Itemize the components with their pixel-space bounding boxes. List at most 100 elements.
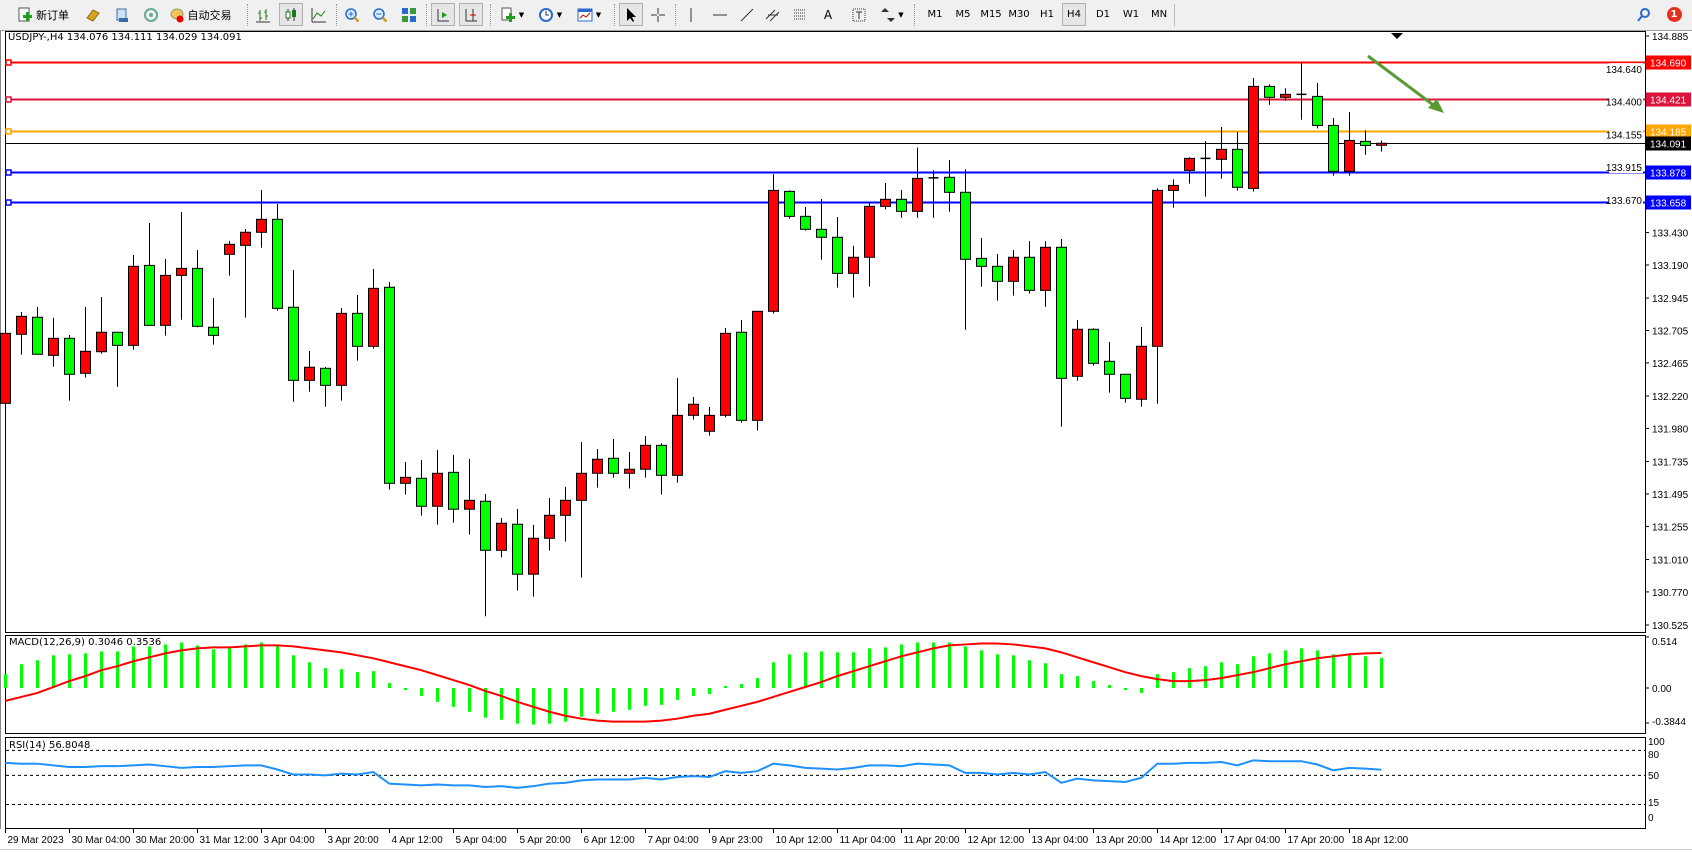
add-indicator-icon [500,7,516,23]
line-anchor-handle[interactable] [5,199,12,206]
notifications-button[interactable]: 1 [1660,3,1688,26]
bar-chart-button[interactable] [252,3,274,26]
text-label-button[interactable] [848,3,870,26]
candle-bullish [704,414,715,432]
auto-scroll-button[interactable] [431,3,455,26]
candle-bullish [1344,139,1355,172]
tile-windows-button[interactable] [398,3,420,26]
arrows-icon [880,7,896,23]
fibonacci-button[interactable] [789,3,811,26]
timeframe-h4-button[interactable]: H4 [1062,3,1086,26]
time-label: 10 Apr 12:00 [776,835,833,846]
price-tick-label: 134.885 [1652,32,1689,43]
candle-bullish [560,499,571,516]
price-tick-label: 133.190 [1652,261,1689,272]
candle-bullish [528,537,539,575]
rsi-tick-label: 80 [1648,750,1660,761]
navigator-button[interactable] [140,3,162,26]
crosshair-button[interactable] [647,3,669,26]
candle-bullish [1008,256,1019,282]
candle-bearish [1360,140,1371,146]
price-tick-label: 132.705 [1652,327,1689,338]
candle-bearish [320,367,331,386]
candle-bearish [64,337,75,375]
templates-button[interactable]: ▼ [572,3,606,26]
time-label: 4 Apr 12:00 [392,835,444,846]
trendline-button[interactable] [736,3,758,26]
candle-bearish [1312,95,1323,126]
arrows-button[interactable]: ▼ [876,3,908,26]
candle-bullish [592,458,603,474]
new-order-button[interactable]: 新订单 [12,3,74,26]
candle-bullish [720,332,731,416]
main-pane [5,31,1646,633]
line-anchor-handle[interactable] [5,169,12,176]
candle-bullish [400,476,411,484]
candle-bullish [496,522,507,551]
periods-button[interactable]: ▼ [533,3,567,26]
timeframe-d1-button[interactable]: D1 [1095,9,1111,20]
time-label: 5 Apr 20:00 [520,835,572,846]
chevron-down-icon: ▼ [595,10,602,19]
timeframe-m30-button[interactable]: M30 [1008,9,1030,20]
macd-signal-line [5,642,1382,723]
price-label-bg [1646,165,1691,180]
timeframe-mn-button[interactable]: MN [1150,9,1168,20]
candle-bearish [656,444,667,476]
text-button[interactable]: A [817,3,839,26]
horizontal-line-button[interactable] [709,3,731,26]
price-tick-label: 132.945 [1652,294,1689,305]
line-chart-button[interactable] [308,3,330,26]
vertical-line-icon [683,7,699,23]
time-label: 30 Mar 04:00 [72,835,131,846]
zoom-in-button[interactable] [341,3,363,26]
timeframe-m5-button[interactable]: M5 [955,9,971,20]
data-window-icon [114,7,130,23]
tile-windows-icon [401,7,417,23]
search-button[interactable] [1633,3,1655,26]
candle-bearish [1056,246,1067,379]
price-tick-label-bg [1609,194,1643,207]
price-tick-label: 131.010 [1652,555,1689,566]
candle-bullish [48,337,59,356]
timeframe-m1-button[interactable]: M1 [927,9,943,20]
price-tick-label: 130.525 [1652,621,1689,632]
candle-bullish [688,403,699,416]
macd-tick-label: 0.514 [1652,637,1677,648]
cursor-button[interactable] [619,3,643,26]
auto-trading-button[interactable]: 自动交易 [163,3,237,26]
line-anchor-handle[interactable] [5,128,12,135]
timeframe-w1-button[interactable]: W1 [1122,9,1140,20]
bid-label-bg [1646,136,1691,151]
vertical-line-button[interactable] [680,3,702,26]
candle-bearish [976,257,987,267]
line-anchor-handle[interactable] [5,96,12,103]
equidistant-channel-button[interactable] [762,3,784,26]
market-watch-button[interactable] [82,3,104,26]
zoom-out-button[interactable] [369,3,391,26]
candle-bearish [480,500,491,551]
price-tick-label-bg [1609,95,1643,108]
candle-bullish [336,312,347,386]
bar-chart-icon [255,7,271,23]
candle-bearish [960,191,971,260]
chart-shift-button[interactable] [459,3,483,26]
candle-bearish [1232,148,1243,188]
candlestick-chart[interactable]: 134.885 134.640 134.400 134.155 133.915 133.6… [0,31,1692,850]
timeframe-m15-button[interactable]: M15 [980,9,1002,20]
candle-bullish [256,218,267,233]
timeframe-h1-button[interactable]: H1 [1040,9,1054,20]
gold-bars-icon [85,7,101,23]
candlestick-chart-button[interactable] [279,3,303,26]
line-anchor-handle[interactable] [5,59,12,66]
macd-tick-label: -0.3844 [1652,717,1686,728]
bid-price-label: 134.091 [1650,140,1687,151]
rsi-tick-label: 15 [1648,798,1660,809]
candle-bullish [368,287,379,347]
chart-window[interactable]: 134.885 134.640 134.400 134.155 133.915 133.6… [0,31,1692,850]
price-tick-label: 131.735 [1652,458,1689,469]
price-tick-label: 132.465 [1652,359,1689,370]
candle-bearish [192,267,203,327]
indicators-button[interactable]: ▼ [495,3,529,26]
data-window-button[interactable] [111,3,133,26]
